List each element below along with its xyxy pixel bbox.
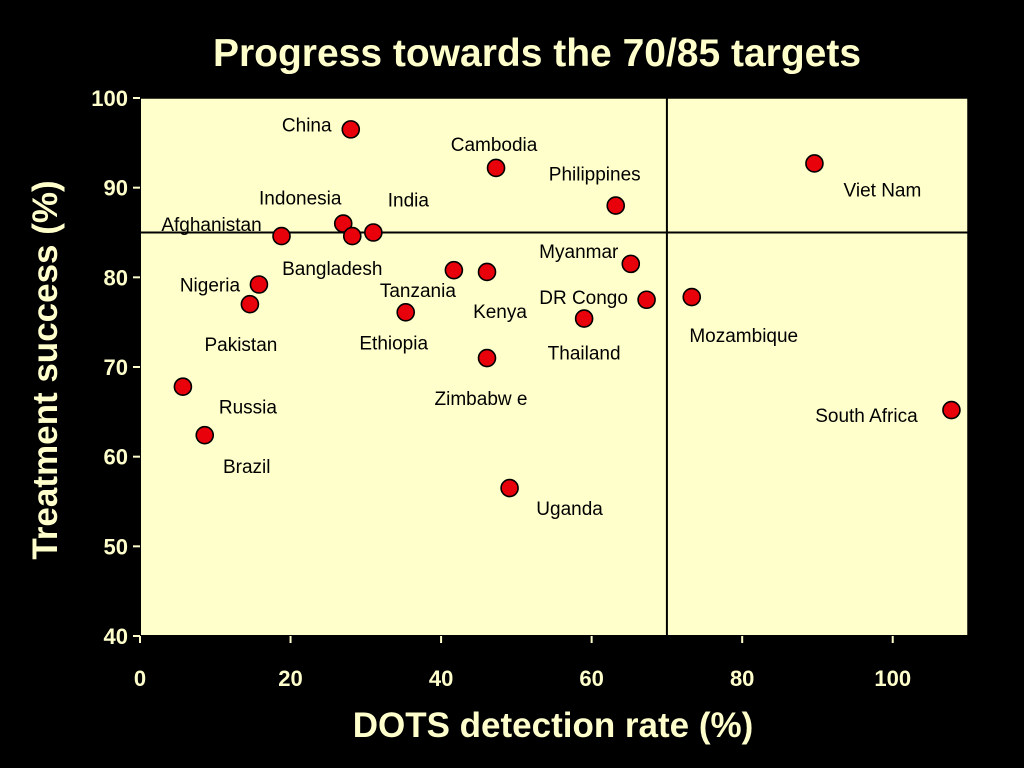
point-label: Ethiopia: [359, 333, 428, 354]
y-tick-label: 80: [104, 265, 128, 290]
y-tick-label: 60: [104, 445, 128, 470]
point-label: Myanmar: [539, 242, 619, 263]
data-point: [637, 290, 656, 310]
point-label: DR Congo: [539, 288, 628, 309]
data-point: [682, 287, 702, 307]
data-point: [805, 154, 824, 173]
point-label: Afghanistan: [161, 215, 261, 236]
point-label: Brazil: [223, 457, 271, 478]
data-point: [574, 309, 594, 328]
point-labels: China Cambodia Philippines Viet Nam Indonesi…: [161, 115, 921, 520]
data-point: [500, 478, 519, 498]
x-tick-label: 80: [730, 666, 754, 691]
x-tick-label: 100: [874, 666, 911, 691]
x-tick-label: 20: [278, 666, 302, 691]
point-label: Thailand: [548, 344, 621, 365]
point-label: Mozambique: [689, 326, 798, 347]
data-point: [477, 348, 497, 368]
y-axis-title: Treatment success (%): [26, 180, 65, 559]
data-point: [444, 260, 464, 280]
x-tick-label: 40: [429, 666, 453, 691]
data-point: [606, 196, 626, 215]
point-label: Tanzania: [380, 281, 456, 302]
point-label: Indonesia: [259, 189, 342, 210]
data-point: [486, 158, 506, 178]
point-label: Nigeria: [180, 276, 241, 297]
point-label: China: [282, 115, 332, 136]
x-axis-title: DOTS detection rate (%): [353, 706, 754, 745]
x-tick-label: 0: [134, 666, 146, 691]
y-tick-label: 90: [104, 176, 128, 201]
data-point: [272, 226, 291, 246]
data-point: [249, 275, 269, 294]
data-point: [333, 214, 353, 233]
point-label: Bangladesh: [282, 259, 382, 280]
point-label: Viet Nam: [844, 180, 922, 201]
point-label: India: [388, 191, 430, 212]
point-label: Russia: [219, 398, 278, 419]
y-tick-label: 50: [104, 534, 128, 559]
data-point: [173, 377, 193, 397]
y-tick-label: 70: [104, 355, 128, 380]
y-tick-label: 40: [104, 624, 128, 649]
data-point: [477, 262, 497, 282]
point-label: Uganda: [536, 499, 603, 520]
x-tick-label: 60: [579, 666, 603, 691]
point-label: South Africa: [815, 406, 918, 427]
data-point: [364, 223, 383, 242]
data-point: [240, 294, 260, 314]
point-label: Kenya: [473, 302, 527, 323]
data-point: [621, 254, 641, 274]
data-points: [173, 120, 961, 498]
data-point: [942, 400, 961, 420]
y-tick-label: 100: [91, 86, 128, 111]
chart-title: Progress towards the 70/85 targets: [213, 32, 861, 75]
plot-area: [139, 97, 969, 637]
data-point: [195, 425, 215, 445]
point-label: Cambodia: [451, 135, 538, 156]
data-point: [396, 303, 416, 322]
data-point: [342, 226, 362, 246]
point-label: Zimbabw e: [435, 389, 528, 410]
data-point: [341, 120, 361, 139]
point-label: Philippines: [549, 165, 641, 186]
point-label: Pakistan: [204, 335, 277, 356]
ticks: 0 20 40 60 80 100 40 50 60 70 80 90 100: [91, 86, 911, 691]
